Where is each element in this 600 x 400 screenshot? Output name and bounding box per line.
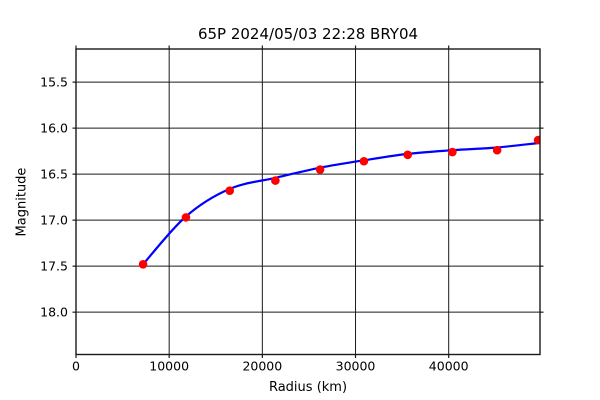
data-point-marker [533,135,540,145]
data-point-marker [138,260,148,269]
y-tick-label: 17.5 [40,259,68,274]
x-tick-label: 40000 [429,359,469,374]
data-point-marker [271,176,280,185]
y-tick-label: 17.0 [40,213,68,228]
x-tick-label: 20000 [242,359,282,374]
y-tick-label: 15.5 [40,75,68,90]
data-point-marker [181,213,191,222]
data-point-marker [315,165,325,174]
x-axis-label: Radius (km) [268,380,348,395]
data-point-marker [403,150,412,160]
plot-border [75,48,541,356]
data-point-marker [225,186,235,196]
x-tick-label: 30000 [336,359,376,374]
fit-line [142,141,540,266]
chart-title: 65P 2024/05/03 22:28 BRY04 [197,25,419,43]
y-tick-label: 16.5 [40,167,68,182]
data-point-marker [448,147,457,157]
data-point-marker [492,145,502,155]
x-tick-label: 0 [72,359,80,374]
y-tick-label: 18.0 [40,305,68,320]
y-tick-label: 16.0 [40,121,68,136]
x-tick-label: 10000 [149,359,189,374]
data-point-marker [359,156,369,166]
